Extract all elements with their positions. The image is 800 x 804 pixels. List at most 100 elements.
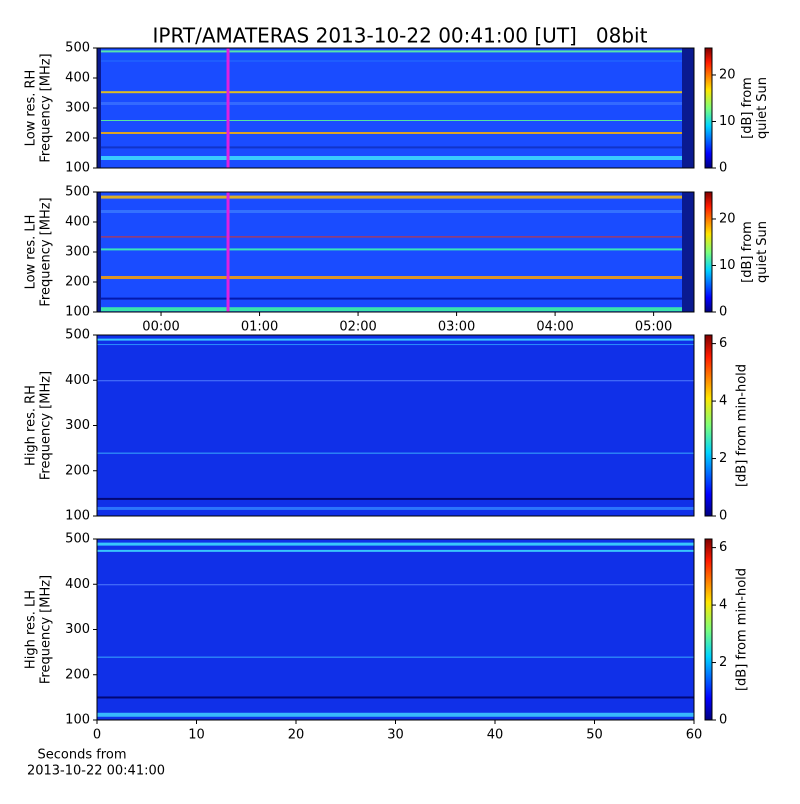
colorbar-tick-label: 6: [719, 540, 727, 555]
y-tick-label: 500: [65, 41, 90, 56]
spectral-band: [97, 344, 694, 346]
panel: 100 200 300 400 500 High res. RH Frequency [MH…: [24, 328, 750, 524]
y-axis-label: Frequency [MHz]: [39, 371, 54, 480]
spectral-band: [97, 452, 694, 454]
x-tick-label: 30: [387, 728, 404, 743]
y-tick-label: 200: [65, 667, 90, 682]
colorbar-label: quiet Sun: [755, 221, 770, 283]
y-axis-label: Frequency [MHz]: [39, 53, 54, 162]
x-axis-label: 2013-10-22 00:41:00: [27, 764, 165, 779]
colorbar-label: [dB] from min-hold: [735, 364, 750, 487]
spectral-band: [97, 210, 694, 213]
spectral-band: [97, 120, 694, 121]
x-tick-label: 0: [93, 728, 101, 743]
spectrogram: [97, 539, 694, 720]
colorbar-label: quiet Sun: [755, 77, 770, 139]
y-tick-label: 200: [65, 131, 90, 146]
spectral-band: [97, 656, 694, 658]
y-tick-label: 100: [65, 509, 90, 524]
y-tick-label: 100: [65, 305, 90, 320]
y-tick-label: 400: [65, 215, 90, 230]
spectral-band: [97, 338, 694, 341]
spectral-band: [97, 248, 694, 251]
x-tick-label: 03:00: [438, 320, 475, 335]
colorbar-tick-label: 2: [719, 451, 727, 466]
chart-title: IPRT/AMATERAS 2013-10-22 00:41:00 [UT] 0…: [153, 24, 648, 48]
x-tick-label: 05:00: [635, 320, 672, 335]
y-tick-label: 300: [65, 245, 90, 260]
colorbar-label: [dB] from: [740, 77, 755, 139]
spectral-band: [97, 297, 694, 300]
y-tick-label: 500: [65, 185, 90, 200]
spectral-band: [97, 584, 694, 586]
spectrogram: [97, 335, 694, 516]
colorbar-label: [dB] from: [740, 221, 755, 283]
colorbar-tick-label: 4: [719, 394, 727, 409]
spectral-band: [97, 307, 694, 312]
data-gap: [682, 48, 694, 168]
y-tick-label: 100: [65, 161, 90, 176]
spectral-band: [97, 506, 694, 510]
spectral-band: [97, 146, 694, 149]
x-tick-label: 60: [686, 728, 703, 743]
spectral-band: [97, 156, 694, 160]
spectral-band: [97, 132, 694, 134]
x-tick-label: 10: [188, 728, 205, 743]
colorbar-tick-label: 0: [719, 713, 727, 728]
colorbar-label: [dB] from min-hold: [735, 568, 750, 691]
y-tick-label: 200: [65, 463, 90, 478]
spectral-band: [97, 712, 694, 717]
y-tick-label: 100: [65, 713, 90, 728]
y-axis-label: High res. LH: [24, 590, 39, 669]
y-tick-label: 500: [65, 328, 90, 343]
spectral-band: [97, 236, 694, 238]
colorbar-tick-label: 20: [719, 211, 736, 226]
colorbar-tick-label: 6: [719, 336, 727, 351]
y-axis-label: Low res. LH: [24, 215, 39, 290]
spectral-band: [97, 696, 694, 699]
colorbar-tick-label: 10: [719, 114, 736, 129]
data-gap: [682, 192, 694, 312]
x-tick-label: 40: [487, 728, 504, 743]
colorbar-tick-label: 2: [719, 655, 727, 670]
colorbar: [704, 47, 713, 169]
colorbar-tick-label: 10: [719, 258, 736, 273]
x-axis-label: Seconds from: [37, 748, 126, 763]
spectral-band: [97, 60, 694, 62]
x-tick-label: 01:00: [241, 320, 278, 335]
colorbar-tick-label: 0: [719, 509, 727, 524]
y-tick-label: 400: [65, 577, 90, 592]
spectral-band: [97, 549, 694, 552]
x-tick-label: 20: [288, 728, 305, 743]
y-axis-label: Frequency [MHz]: [39, 575, 54, 684]
spectral-band: [97, 91, 694, 94]
spectral-band: [97, 497, 694, 500]
x-tick-label: 50: [586, 728, 603, 743]
y-tick-label: 200: [65, 275, 90, 290]
data-gap: [97, 48, 101, 168]
time-marker: [226, 48, 230, 168]
x-tick-label: 00:00: [142, 320, 179, 335]
spectral-band: [97, 380, 694, 382]
spectral-band: [97, 276, 694, 279]
y-tick-label: 500: [65, 532, 90, 547]
y-axis-label: Low res. RH: [24, 70, 39, 147]
spectral-band: [97, 102, 694, 105]
y-axis-label: Frequency [MHz]: [39, 197, 54, 306]
spectral-band: [97, 195, 694, 199]
data-gap: [97, 192, 101, 312]
colorbar: [704, 191, 713, 313]
colorbar-tick-label: 0: [719, 161, 727, 176]
colorbar-tick-label: 0: [719, 305, 727, 320]
y-tick-label: 300: [65, 622, 90, 637]
spectral-band: [97, 542, 694, 546]
x-tick-label: 02:00: [339, 320, 376, 335]
y-tick-label: 300: [65, 418, 90, 433]
spectrogram: [97, 48, 694, 168]
spectral-band: [97, 50, 694, 53]
y-tick-label: 400: [65, 71, 90, 86]
y-axis-label: High res. RH: [24, 385, 39, 466]
